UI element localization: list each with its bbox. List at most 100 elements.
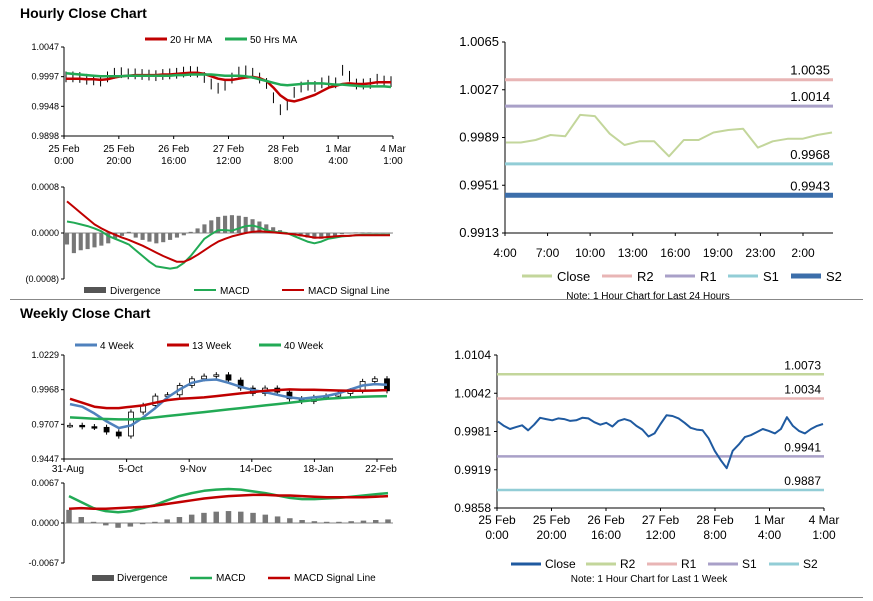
hm-divergence-bar bbox=[71, 233, 76, 254]
w1-xtick-label: 25 Feb bbox=[533, 513, 571, 527]
hp-xtick-label: 1 Mar bbox=[325, 144, 351, 155]
hm-divergence-bar bbox=[339, 233, 344, 235]
hm-divergence-bar bbox=[188, 231, 193, 233]
h24-level-label-s1: 0.9968 bbox=[790, 147, 830, 162]
hp-series-50-hrs-ma bbox=[65, 72, 392, 89]
w1-legend-label: R2 bbox=[620, 557, 636, 571]
wp-series-40-week bbox=[69, 394, 388, 421]
wm-divergence-bar bbox=[250, 512, 256, 523]
hm-divergence-bar bbox=[202, 224, 207, 233]
wm-divergence-bar bbox=[78, 517, 85, 523]
wp-candle-body bbox=[237, 379, 244, 389]
h24-close-line bbox=[506, 113, 833, 158]
hm-divergence-bar bbox=[367, 232, 372, 233]
hm-divergence-bar bbox=[168, 233, 173, 240]
w1-ytick-label: 0.9858 bbox=[454, 501, 491, 515]
wp-candle-body bbox=[152, 395, 159, 406]
hm-ytick-label: 0.0000 bbox=[31, 228, 59, 238]
wm-series-macd-signal-line bbox=[68, 493, 389, 510]
wm-divergence-bar bbox=[262, 514, 269, 523]
hp-xtick-label: 4:00 bbox=[328, 156, 348, 167]
w1-xtick-label: 28 Feb bbox=[696, 513, 734, 527]
wm-legend-label: MACD bbox=[216, 573, 245, 584]
w1-legend-label: S1 bbox=[742, 557, 757, 571]
hm-legend-label: Divergence bbox=[110, 286, 161, 297]
wp-ytick-label: 0.9707 bbox=[31, 419, 59, 429]
wp-candle-body bbox=[225, 374, 232, 381]
w1-xtick-label: 4:00 bbox=[758, 528, 782, 542]
wm-divergence-bar bbox=[139, 523, 146, 525]
hm-series-macd-signal-line bbox=[66, 200, 390, 263]
hm-divergence-bar bbox=[332, 233, 338, 236]
hm-divergence-bar bbox=[140, 233, 145, 240]
wp-xtick-label: 9-Nov bbox=[180, 464, 207, 475]
w1-xtick-label: 1:00 bbox=[812, 528, 836, 542]
w1-xtick-label: 26 Feb bbox=[587, 513, 625, 527]
h24-level-label-r1: 1.0014 bbox=[790, 89, 830, 104]
wm-divergence-bar bbox=[115, 523, 121, 528]
hm-legend-label: MACD Signal Line bbox=[308, 286, 390, 297]
bottom-divider bbox=[10, 597, 863, 598]
wm-divergence-bar bbox=[90, 521, 97, 523]
wp-legend-label: 4 Week bbox=[100, 341, 135, 352]
w1-legend-label: S2 bbox=[803, 557, 818, 571]
wm-divergence-bar bbox=[213, 511, 219, 523]
w1-xtick-label: 16:00 bbox=[591, 528, 621, 542]
h24-legend-label: R2 bbox=[637, 269, 654, 284]
hm-ytick-label: 0.0008 bbox=[31, 182, 59, 192]
wp-series-4-week bbox=[69, 378, 388, 430]
h24-xtick-label: 19:00 bbox=[703, 246, 733, 260]
wp-candle-body bbox=[115, 431, 122, 437]
hm-divergence-bar bbox=[78, 233, 83, 251]
hp-xtick-label: 8:00 bbox=[274, 156, 294, 167]
w1-close-line bbox=[497, 414, 824, 470]
hm-divergence-bar bbox=[209, 220, 214, 233]
hm-divergence-bar bbox=[326, 233, 331, 238]
wm-divergence-bar bbox=[201, 512, 207, 523]
w1-ytick-label: 0.9981 bbox=[454, 425, 491, 439]
hp-xtick-label: 12:00 bbox=[216, 156, 241, 167]
w1-xtick-label: 25 Feb bbox=[478, 513, 516, 527]
h24-ytick-label: 0.9951 bbox=[459, 177, 499, 192]
hp-xtick-label: 0:00 bbox=[54, 156, 74, 167]
wm-divergence-bar bbox=[385, 519, 391, 523]
hm-divergence-bar bbox=[154, 233, 159, 244]
w1-ytick-label: 0.9919 bbox=[454, 463, 491, 477]
wm-divergence-bar bbox=[225, 511, 232, 523]
wm-divergence-bar bbox=[336, 521, 342, 523]
hm-divergence-bar bbox=[264, 224, 269, 233]
hm-divergence-bar bbox=[236, 215, 241, 233]
wp-ytick-label: 1.0229 bbox=[31, 350, 59, 360]
hm-legend-swatch bbox=[84, 287, 106, 293]
hm-divergence-bar bbox=[374, 233, 379, 234]
wm-divergence-bar bbox=[127, 523, 134, 527]
w1-xtick-label: 4 Mar bbox=[809, 513, 840, 527]
hm-divergence-bar bbox=[126, 231, 131, 233]
w1-ytick-label: 1.0042 bbox=[454, 386, 491, 400]
wm-divergence-bar bbox=[152, 521, 158, 523]
hp-ytick-label: 1.0047 bbox=[31, 42, 59, 52]
hm-divergence-bar bbox=[353, 232, 358, 233]
wp-candle-body bbox=[91, 426, 98, 429]
h24-legend-label: S2 bbox=[826, 269, 842, 284]
hp-xtick-label: 20:00 bbox=[106, 156, 131, 167]
w1-xtick-label: 8:00 bbox=[703, 528, 727, 542]
w1-xtick-label: 27 Feb bbox=[642, 513, 680, 527]
hm-divergence-bar bbox=[305, 233, 310, 238]
wm-divergence-bar bbox=[287, 518, 293, 523]
h24-level-label-r2: 1.0035 bbox=[790, 63, 830, 78]
hm-divergence-bar bbox=[161, 233, 166, 243]
hm-ytick-label: (0.0008) bbox=[25, 274, 59, 284]
hm-divergence-bar bbox=[243, 216, 248, 233]
wm-divergence-bar bbox=[360, 520, 367, 523]
hp-xtick-label: 4 Mar bbox=[380, 144, 406, 155]
h24-xtick-label: 23:00 bbox=[745, 246, 775, 260]
h24-legend-label: S1 bbox=[763, 269, 779, 284]
wm-divergence-bar bbox=[66, 509, 72, 523]
wp-ytick-label: 0.9447 bbox=[31, 454, 59, 464]
h24-xtick-label: 10:00 bbox=[575, 246, 605, 260]
